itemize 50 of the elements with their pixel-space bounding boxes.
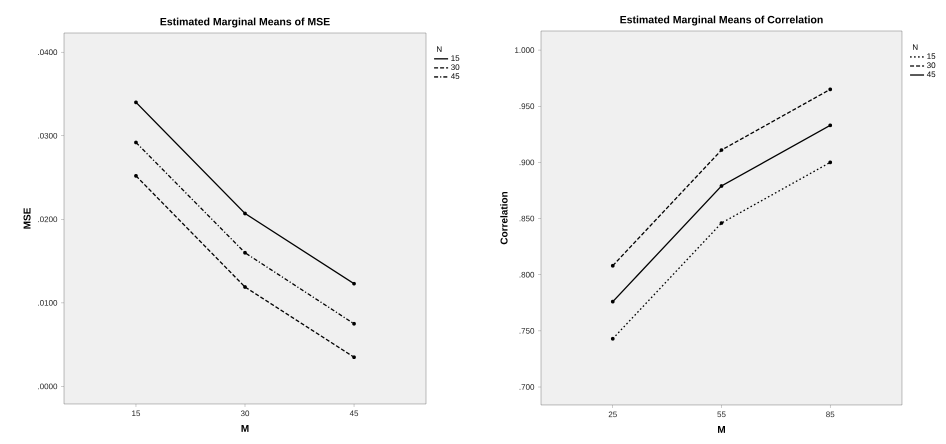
point (720, 184, 724, 188)
y-axis-title: Correlation (500, 192, 508, 244)
y-tick-label: .900 (520, 160, 534, 166)
chart-title: Estimated Marginal Means of Correlation (620, 16, 823, 26)
legend-title: N (912, 44, 918, 50)
point (610, 336, 615, 341)
y-tick-label: .950 (520, 103, 534, 110)
y-tick-label: .0300 (38, 132, 58, 139)
x-tick-label: 30 (240, 410, 250, 416)
legend-label: 15 (451, 55, 460, 61)
point (828, 160, 832, 164)
x-tick-label: 25 (608, 412, 617, 418)
legend-label: 45 (926, 72, 936, 78)
y-tick-label: .700 (520, 384, 534, 390)
point (243, 212, 247, 216)
point (352, 355, 356, 360)
point (134, 140, 138, 144)
point (610, 264, 615, 268)
x-axis-title: M (718, 426, 725, 433)
x-tick-label: 85 (826, 412, 834, 418)
point (352, 322, 356, 326)
y-tick-label: .800 (520, 272, 534, 278)
point (720, 148, 724, 152)
point (828, 88, 832, 92)
y-tick-label: .850 (520, 216, 534, 222)
y-axis-title: MSE (24, 208, 31, 229)
point (134, 174, 138, 178)
x-tick-label: 55 (717, 412, 726, 418)
chart-title: Estimated Marginal Means of MSE (160, 18, 330, 28)
legend-label: 30 (927, 62, 936, 68)
y-tick-label: .0400 (38, 49, 58, 56)
point (352, 282, 356, 286)
point (610, 300, 615, 304)
x-tick-label: 15 (132, 410, 140, 416)
y-tick-label: 1.000 (515, 47, 534, 53)
point (828, 123, 832, 128)
point (243, 285, 247, 289)
y-tick-label: .750 (520, 328, 534, 334)
legend-label: 15 (927, 53, 936, 59)
legend-label: 30 (451, 64, 460, 70)
y-tick-label: .0100 (38, 300, 58, 306)
y-tick-label: .0200 (38, 216, 58, 222)
point (243, 250, 247, 255)
legend-title: N (437, 46, 442, 52)
x-axis-title: M (242, 425, 249, 432)
point (720, 221, 724, 225)
y-tick-label: .0000 (38, 384, 58, 390)
legend-label: 45 (450, 73, 460, 79)
x-tick-label: 45 (350, 410, 358, 416)
point (134, 100, 138, 104)
